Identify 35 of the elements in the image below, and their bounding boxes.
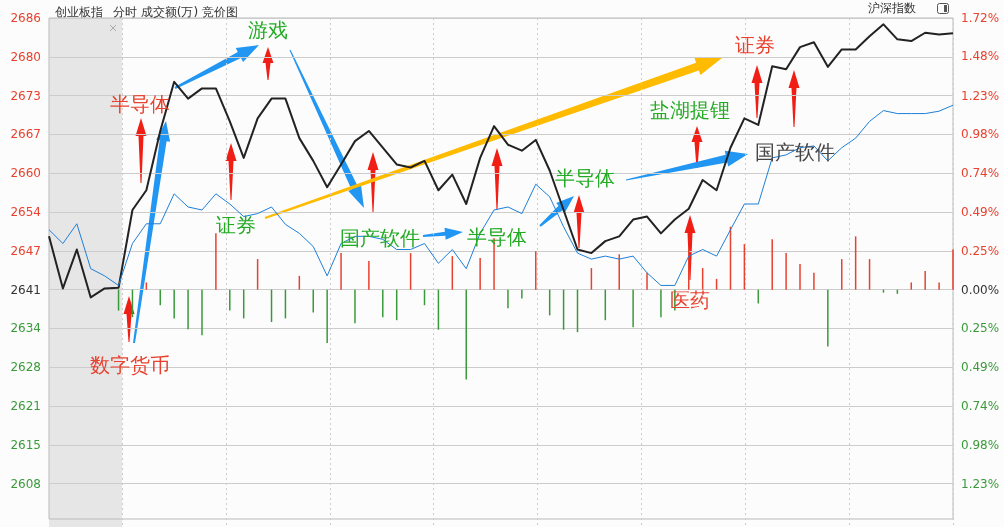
y-tick-label: 2680 [10,49,41,64]
y-tick-label: 2686 [10,11,41,25]
y-tick-label: 2660 [10,166,41,181]
text: 沪深指数 [868,1,916,15]
y2-tick-label: 0.25% [961,243,1000,258]
chart-title: 创业板指 [55,5,103,19]
y-tick-label: 2608 [10,476,41,491]
y2-tick-label: 1.48% [961,49,1000,64]
annotation: 盐湖提锂 [650,98,730,122]
annotation: 半导体 [555,166,615,190]
y2-tick-label: 0.98% [961,437,1000,452]
y-tick-label: 2634 [10,321,41,336]
y-tick-label: 2654 [10,205,41,220]
y-tick-label: 2628 [10,360,41,375]
annotation: 游戏 [248,18,288,42]
y-tick-label: 2673 [10,88,41,103]
y2-tick-label: 1.23% [961,88,1000,103]
y2-tick-label: 0.74% [961,399,1000,414]
y-tick-label: 2641 [10,282,41,297]
y2-tick-label: 0.49% [961,205,1000,220]
y2-tick-label: 0.98% [961,127,1000,142]
chart-subtitle: 分时 成交额(万) 竞价图 [113,5,238,19]
y-tick-label: 2621 [10,399,41,414]
y2-tick-label: 0.00% [961,282,1000,297]
annotation: 证券 [216,213,256,237]
y2-tick-label: 1.72% [961,11,1000,25]
annotation: 证券 [735,33,775,57]
y2-tick-label: 1.23% [961,476,1000,491]
y-tick-label: 2647 [10,243,41,258]
y2-tick-label: 0.74% [961,166,1000,181]
y2-tick-label: 0.25% [961,321,1000,336]
y-tick-label: 2667 [10,127,41,142]
y-tick-label: 2615 [10,437,41,452]
y2-tick-label: 0.49% [961,360,1000,375]
annotation: 数字货币 [90,353,170,377]
